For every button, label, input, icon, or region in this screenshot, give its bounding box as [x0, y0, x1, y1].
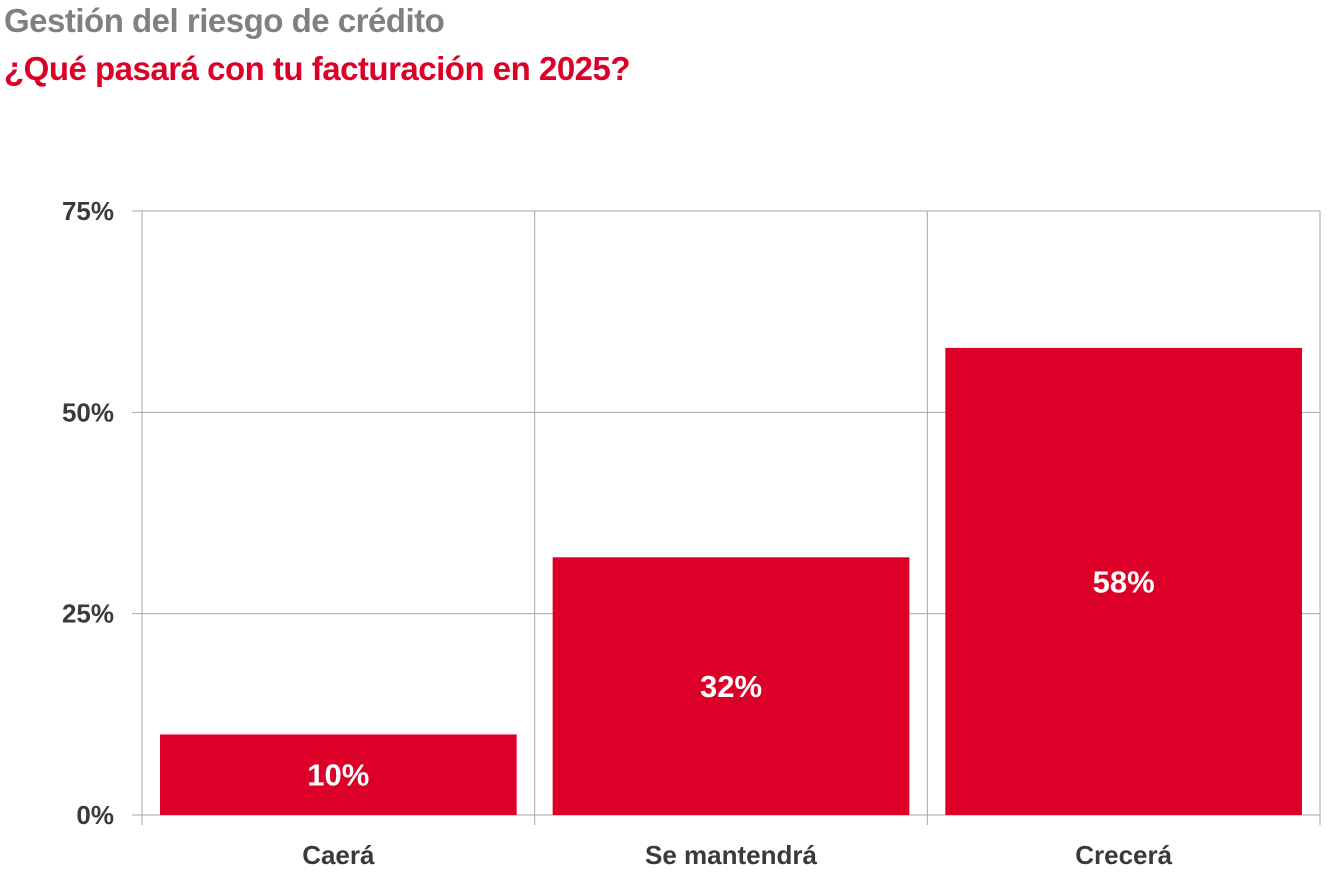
data-label-2: 32%: [700, 669, 762, 704]
category-label-2: Se mantendrá: [645, 840, 817, 870]
labels: 0% 25% 50% 75% 10% Caerá 32% Se mantendrá 58% Cre…: [62, 196, 1173, 870]
bar-2: [552, 557, 910, 815]
y-tick-label: 75%: [62, 196, 114, 226]
category-label-3: Crecerá: [1075, 840, 1172, 870]
y-tick-label: 50%: [62, 397, 114, 427]
y-tick-label: 0%: [76, 800, 114, 830]
data-label-3: 58%: [1093, 564, 1155, 599]
bars: [160, 347, 1302, 815]
chart-subtitle: ¿Qué pasará con tu facturación en 2025?: [4, 50, 631, 87]
chart-title: Gestión del riesgo de crédito: [4, 2, 445, 39]
bar-3: [945, 347, 1302, 815]
category-label-1: Caerá: [302, 840, 375, 870]
data-label-1: 10%: [307, 758, 369, 793]
bar-1: [160, 734, 517, 815]
y-tick-label: 25%: [62, 599, 114, 629]
